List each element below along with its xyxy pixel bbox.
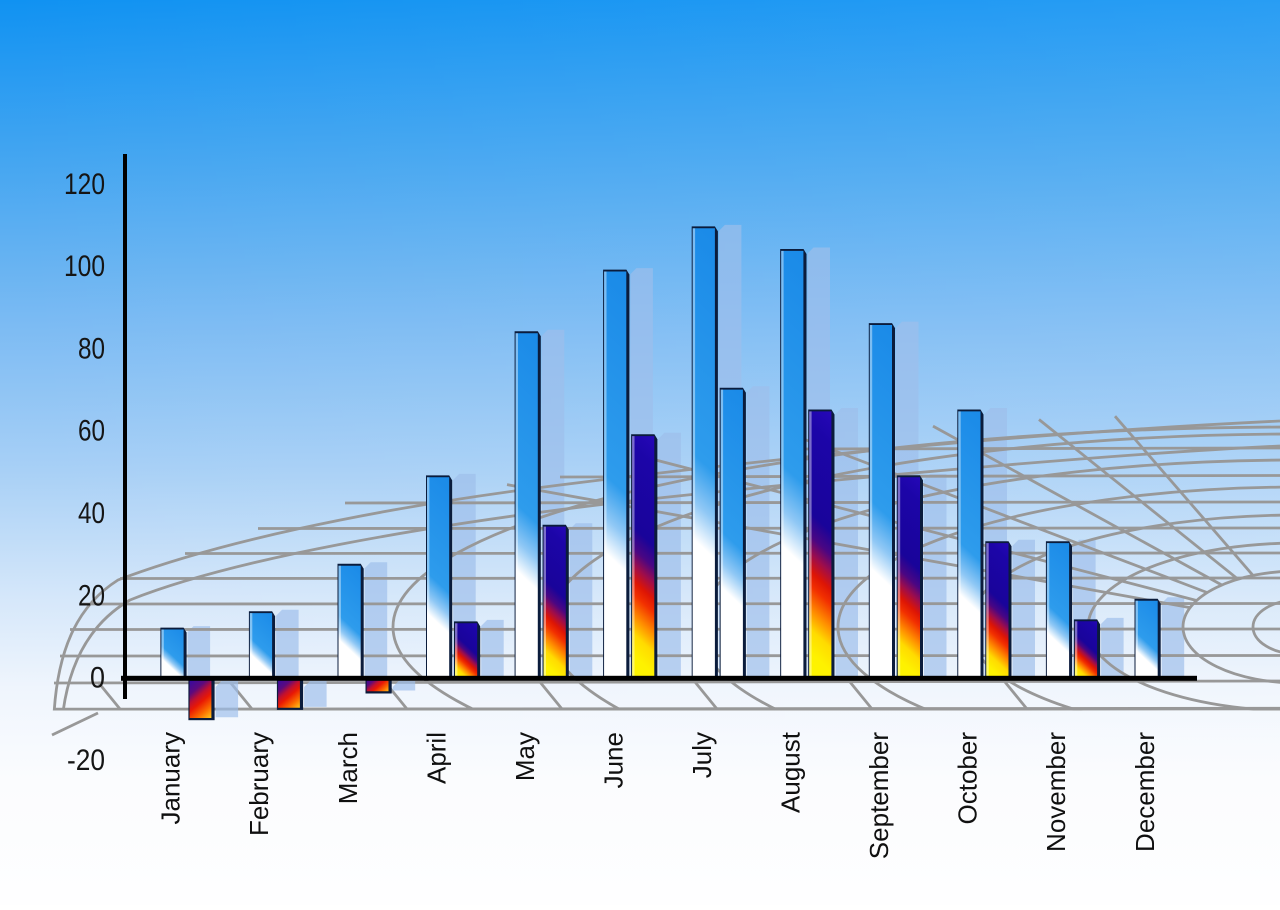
svg-text:20: 20 xyxy=(78,579,105,612)
svg-text:June: June xyxy=(598,732,628,788)
svg-text:December: December xyxy=(1130,732,1160,852)
svg-text:September: September xyxy=(864,732,894,860)
svg-text:0: 0 xyxy=(90,662,105,695)
svg-text:January: January xyxy=(156,732,186,825)
svg-text:40: 40 xyxy=(78,497,105,530)
svg-text:October: October xyxy=(953,732,983,825)
svg-text:-20: -20 xyxy=(67,744,105,777)
svg-text:120: 120 xyxy=(64,168,105,201)
svg-text:60: 60 xyxy=(78,415,105,448)
svg-text:March: March xyxy=(333,732,363,804)
svg-text:February: February xyxy=(244,732,274,836)
svg-text:April: April xyxy=(421,732,451,784)
svg-text:80: 80 xyxy=(78,332,105,365)
svg-text:100: 100 xyxy=(64,250,105,283)
svg-text:May: May xyxy=(510,732,540,781)
svg-text:August: August xyxy=(776,731,806,813)
svg-text:July: July xyxy=(687,732,717,778)
svg-text:November: November xyxy=(1041,732,1071,852)
